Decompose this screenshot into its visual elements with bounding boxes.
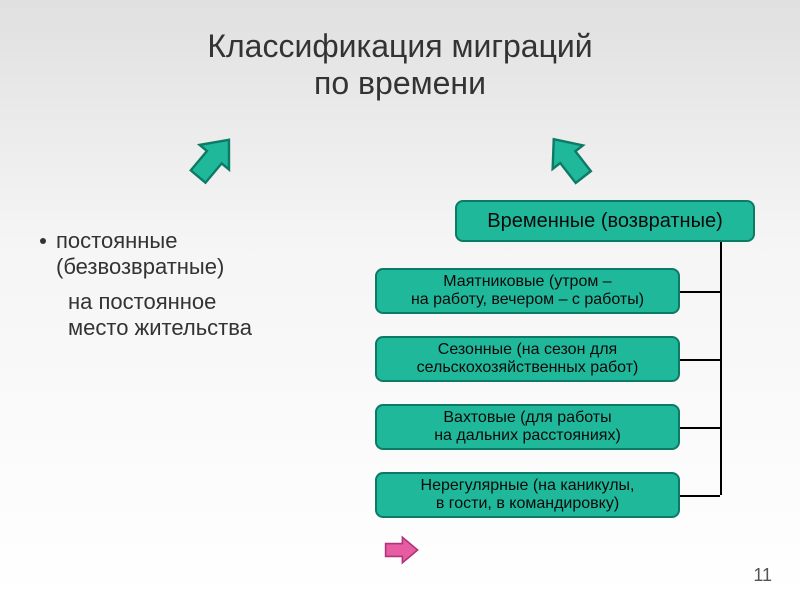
child-line1: Маятниковые (утром –: [443, 273, 611, 290]
tree-child-text: Нерегулярные (на каникулы, в гости, в ко…: [421, 477, 635, 514]
left-text-block: постоянные (безвозвратные) на постоянное…: [40, 228, 310, 342]
sub-text: на постоянное место жительства: [68, 289, 310, 342]
bullet-row: постоянные (безвозвратные): [40, 228, 310, 281]
child-line1: Сезонные (на сезон для: [438, 341, 617, 358]
child-line1: Нерегулярные (на каникулы,: [421, 477, 635, 494]
connector-branch: [680, 495, 720, 497]
tree-child-text: Маятниковые (утром – на работу, вечером …: [411, 273, 644, 310]
connector-branch: [680, 291, 720, 293]
slide-title: Классификация миграций по времени: [0, 28, 800, 102]
page-number: 11: [753, 565, 772, 586]
arrow-pink-icon: [380, 530, 420, 570]
arrow-left-icon: [182, 130, 242, 190]
tree-root-node: Временные (возвратные): [455, 200, 755, 242]
tree-child-text: Вахтовые (для работы на дальних расстоян…: [434, 409, 621, 446]
bullet-line1: постоянные: [56, 228, 177, 253]
child-line2: сельскохозяйственных работ): [417, 359, 639, 376]
connector-branch: [680, 359, 720, 361]
child-line2: на работу, вечером – с работы): [411, 291, 644, 308]
tree-child-node: Сезонные (на сезон для сельскохозяйствен…: [375, 336, 680, 382]
child-line2: в гости, в командировку): [436, 495, 619, 512]
tree-child-node: Маятниковые (утром – на работу, вечером …: [375, 268, 680, 314]
arrow-right-shape: [540, 130, 598, 189]
bullet-line2: (безвозвратные): [56, 254, 224, 279]
child-line1: Вахтовые (для работы: [443, 409, 611, 426]
tree-child-node: Нерегулярные (на каникулы, в гости, в ко…: [375, 472, 680, 518]
connector-branch: [680, 427, 720, 429]
arrow-left-shape: [183, 130, 242, 189]
title-line1: Классификация миграций: [207, 28, 592, 64]
arrow-pink-shape: [386, 537, 418, 563]
tree-child-text: Сезонные (на сезон для сельскохозяйствен…: [417, 341, 639, 378]
arrow-right-icon: [540, 130, 600, 190]
bullet-dot-icon: [40, 238, 46, 244]
sub-line2: место жительства: [68, 315, 252, 340]
connector-trunk: [720, 242, 722, 495]
title-line2: по времени: [314, 65, 486, 101]
tree-child-node: Вахтовые (для работы на дальних расстоян…: [375, 404, 680, 450]
tree-root-label: Временные (возвратные): [487, 210, 723, 233]
child-line2: на дальних расстояниях): [434, 427, 621, 444]
bullet-text: постоянные (безвозвратные): [56, 228, 224, 281]
sub-line1: на постоянное: [68, 289, 216, 314]
